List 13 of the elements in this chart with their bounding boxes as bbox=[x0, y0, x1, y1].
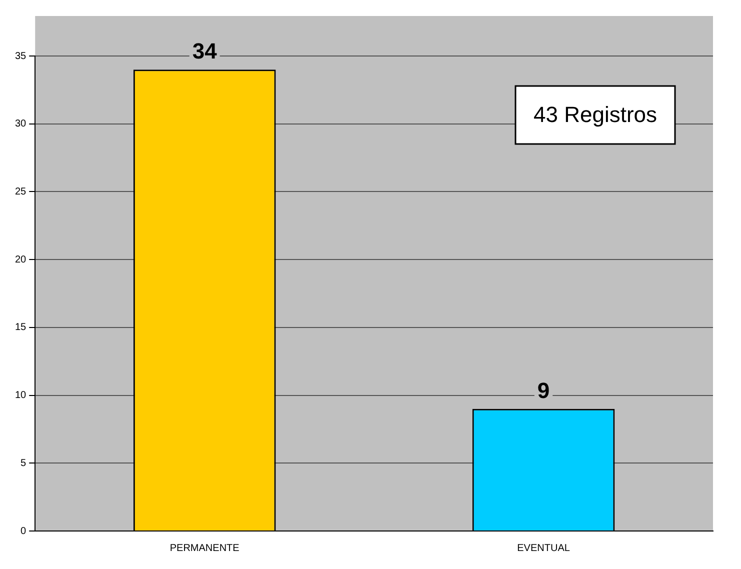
y-tick-label: 15 bbox=[15, 322, 27, 334]
annotation: 43 Registros bbox=[533, 102, 658, 128]
y-tick-label: 30 bbox=[15, 118, 27, 130]
y-tick-label: 0 bbox=[20, 526, 27, 537]
y-tick-label: 20 bbox=[15, 254, 27, 266]
x-tick-label: EVENTUAL bbox=[517, 542, 570, 554]
y-tick-label: 10 bbox=[15, 390, 27, 402]
data-label: 9 bbox=[537, 378, 550, 403]
y-tick-label: 25 bbox=[15, 186, 27, 198]
y-tick-label: 5 bbox=[20, 458, 27, 469]
y-tick-label: 35 bbox=[15, 50, 27, 62]
x-tick-label: PERMANENTE bbox=[170, 542, 240, 554]
data-label: 34 bbox=[192, 38, 218, 64]
